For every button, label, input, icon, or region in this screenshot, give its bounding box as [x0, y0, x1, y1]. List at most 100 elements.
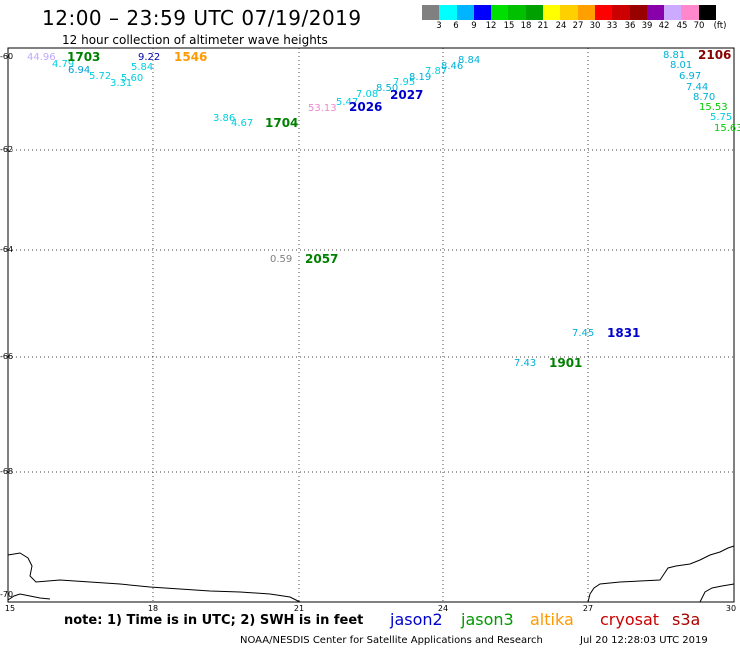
pass-time: 1703	[67, 50, 101, 64]
legend-swatch	[594, 5, 613, 20]
legend-swatch	[508, 5, 526, 20]
swh-value: 4.67	[231, 118, 254, 129]
pass-time: 2057	[305, 252, 339, 266]
legend-label: 15	[503, 21, 515, 31]
legend-swatch	[646, 5, 665, 20]
swh-value: 5.75	[710, 112, 733, 123]
swh-value: 8.01	[670, 60, 693, 71]
legend-labels: 3 6 9 12 15 18 21 24 27 30 33 36 39 42 4…	[422, 21, 740, 33]
satellite-jason3: jason3	[461, 610, 514, 629]
units-note: note: 1) Time is in UTC; 2) SWH is in fe…	[64, 613, 364, 628]
coastline-edge	[7, 593, 51, 601]
legend-swatch	[612, 5, 630, 20]
swh-value: 3.31	[110, 78, 133, 89]
map-title: 12:00 – 23:59 UTC 07/19/2019	[42, 6, 362, 30]
generated-timestamp: Jul 20 12:28:03 UTC 2019	[580, 635, 708, 646]
legend-label: 21	[537, 21, 549, 31]
swh-value: 0.59	[270, 254, 293, 265]
pass-time: 1831	[607, 326, 641, 340]
legend-label: 18	[520, 21, 532, 31]
legend-label: 42	[658, 21, 670, 31]
swh-value: 8.81	[663, 50, 686, 61]
coastline-east-ice	[699, 583, 735, 603]
legend-label: 27	[572, 21, 584, 31]
satellite-cryosat: cryosat	[600, 610, 660, 629]
satellite-s3a: s3a	[672, 610, 701, 629]
swh-value: 53.13	[308, 103, 337, 114]
legend-label: 45	[676, 21, 688, 31]
legend-label: 33	[606, 21, 618, 31]
legend-swatch	[422, 5, 440, 20]
pass-time: 2026	[349, 100, 383, 114]
map-border	[7, 47, 735, 603]
coastline	[7, 545, 735, 603]
pass-time: 2027	[390, 88, 424, 102]
swh-value: 7.08	[356, 89, 379, 100]
lon-label: 30	[725, 604, 737, 613]
legend-label: 3	[436, 21, 442, 31]
swh-value: 4.79	[52, 59, 75, 70]
legend-swatch	[543, 5, 561, 20]
lon-label: 18	[147, 604, 159, 613]
wave-height-color-legend	[422, 5, 717, 20]
legend-label: 24	[555, 21, 567, 31]
swh-value: 8.46	[441, 61, 464, 72]
legend-label: 12	[485, 21, 497, 31]
legend-swatch	[577, 5, 595, 20]
pass-time: 2106	[698, 48, 732, 62]
swh-value: 15.63	[714, 123, 740, 134]
legend-swatch	[491, 5, 509, 20]
legend-swatch	[629, 5, 647, 20]
lon-label: 15	[4, 604, 16, 613]
swh-value: 44.96	[27, 52, 56, 63]
swh-value: 5.84	[131, 62, 154, 73]
swh-value: 5.72	[89, 71, 112, 82]
swh-value: 3.86	[213, 113, 236, 124]
pass-time: 1704	[265, 116, 299, 130]
lat-label: -64	[0, 245, 14, 254]
swh-value: 15.53	[699, 102, 728, 113]
pass-time: 1901	[549, 356, 583, 370]
legend-label: 6	[453, 21, 459, 31]
swh-value: 7.95	[393, 77, 416, 88]
swh-value: 9.22	[138, 52, 161, 63]
lat-label: -70	[0, 590, 14, 599]
legend-label: 39	[641, 21, 653, 31]
swh-value: 5.60	[121, 73, 144, 84]
coastline-west	[7, 552, 301, 603]
swh-value: 5.47	[336, 97, 359, 108]
swh-value: 7.43	[514, 358, 537, 369]
swh-value: 7.87	[425, 66, 448, 77]
legend-swatch	[664, 5, 682, 20]
coastline-east	[587, 545, 735, 603]
legend-label: 70	[693, 21, 705, 31]
graticule	[8, 48, 734, 602]
legend-label: 30	[589, 21, 601, 31]
swh-value: 8.70	[693, 92, 716, 103]
swh-value: 6.97	[679, 71, 702, 82]
lon-label: 24	[437, 604, 449, 613]
legend-swatch	[681, 5, 699, 20]
legend-swatch	[456, 5, 474, 20]
legend-label: 9	[471, 21, 477, 31]
legend-label: 36	[624, 21, 636, 31]
lon-label: 21	[293, 604, 305, 613]
satellite-altika: altika	[530, 610, 574, 629]
pass-time: 1546	[174, 50, 208, 64]
swh-value: 8.19	[409, 72, 432, 83]
legend-swatch	[698, 5, 717, 20]
legend-label: (ft)	[713, 21, 727, 31]
satellite-jason2: jason2	[390, 610, 443, 629]
swh-value: 8.50	[376, 83, 399, 94]
swh-value: 6.94	[68, 65, 91, 76]
legend-swatch	[525, 5, 544, 20]
lon-label: 27	[582, 604, 594, 613]
legend-swatch	[473, 5, 492, 20]
legend-swatch	[560, 5, 578, 20]
legend-swatch	[439, 5, 457, 20]
lat-label: -62	[0, 145, 14, 154]
credit-line: NOAA/NESDIS Center for Satellite Applica…	[240, 635, 543, 646]
map-subtitle: 12 hour collection of altimeter wave hei…	[62, 33, 328, 47]
lat-label: -60	[0, 52, 14, 61]
